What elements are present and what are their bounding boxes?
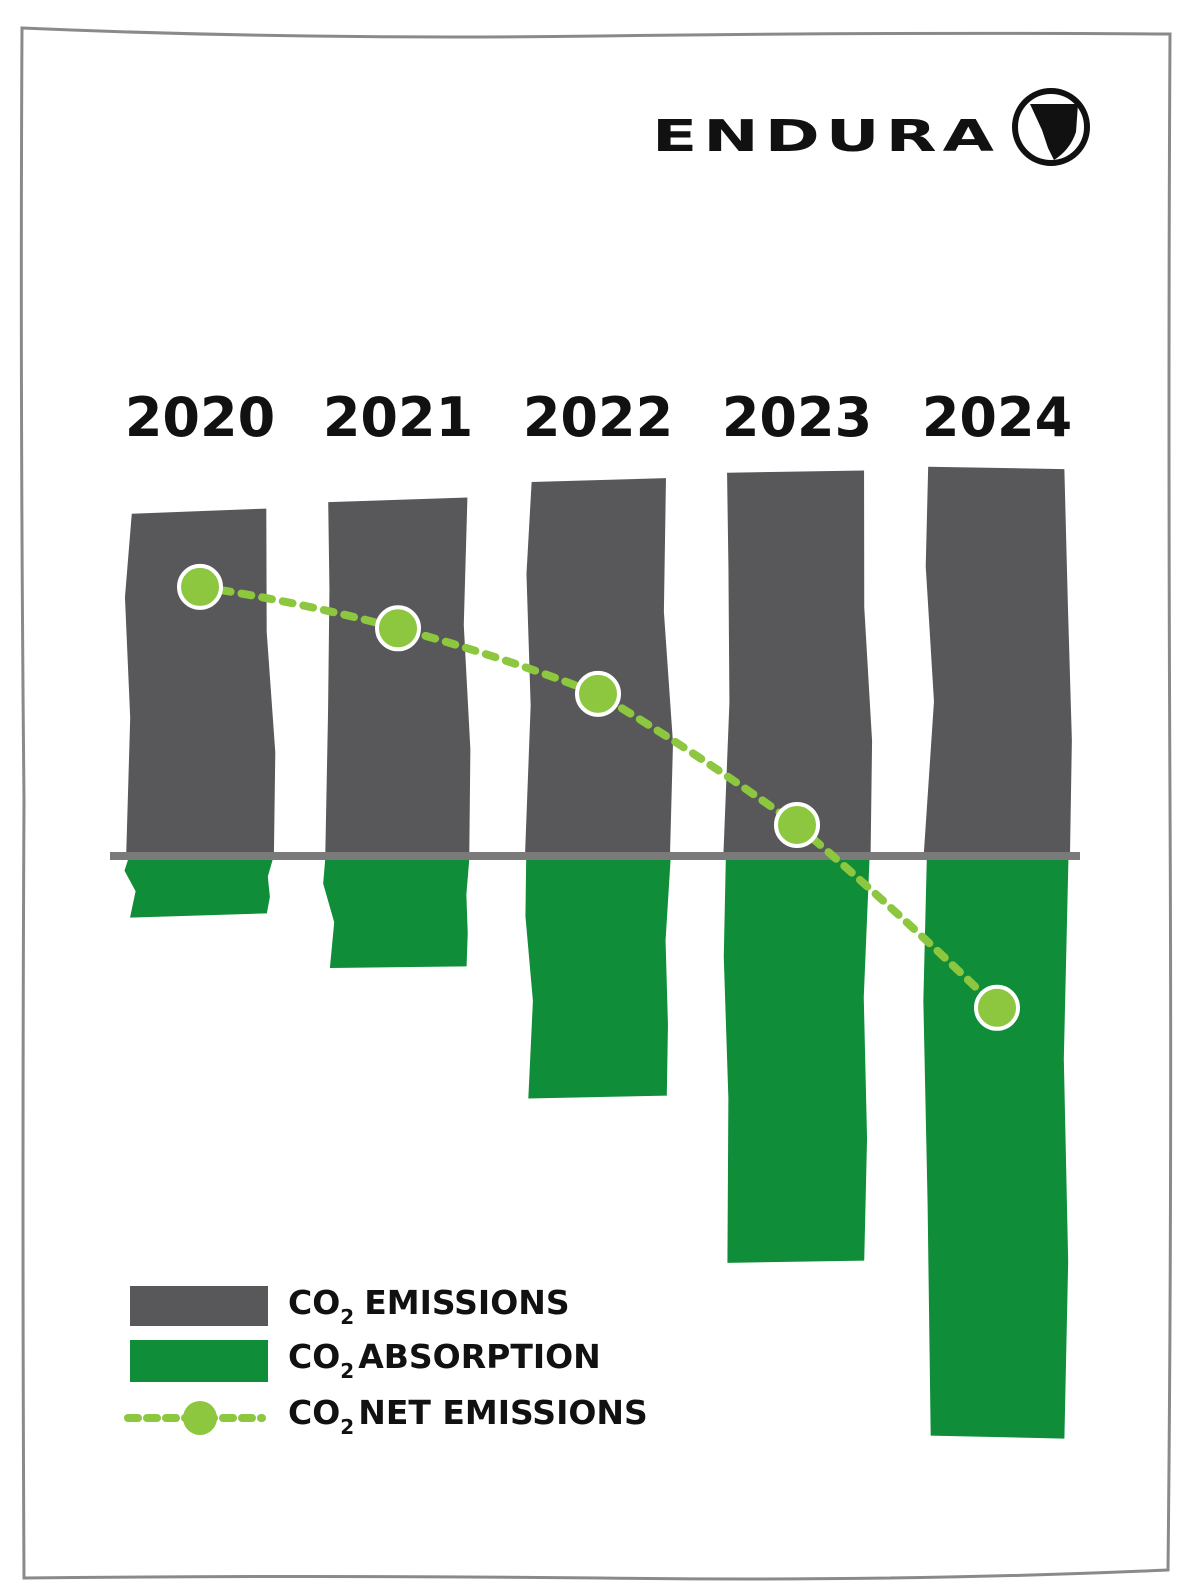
legend-swatch-absorption (130, 1340, 268, 1382)
legend-subscript: 2 (340, 1359, 354, 1383)
legend-label-net: CO2 NET EMISSIONS (288, 1393, 648, 1439)
absorption-bar-2022 (525, 857, 671, 1099)
legend-text: ABSORPTION (358, 1337, 601, 1376)
legend-prefix: CO (288, 1337, 340, 1376)
year-label-2020: 2020 (125, 386, 275, 449)
logo-shield-icon (1030, 104, 1078, 160)
emissions-bar-2023 (723, 470, 873, 853)
net-emissions-point-2023 (774, 801, 820, 848)
legend-label-emissions: CO2 EMISSIONS (288, 1283, 570, 1329)
endura-logo: ENDURA (652, 88, 1090, 166)
page-frame (19, 26, 1173, 1581)
legend-label-absorption: CO2 ABSORPTION (288, 1337, 601, 1383)
year-label-2023: 2023 (722, 386, 872, 449)
legend-prefix: CO (288, 1283, 340, 1322)
absorption-bar-2020 (124, 854, 274, 918)
legend-subscript: 2 (340, 1415, 354, 1439)
legend: CO2 EMISSIONS CO2 ABSORPTION CO2 NET EMISSI… (124, 1283, 648, 1439)
net-emissions-point-2024 (974, 984, 1020, 1031)
year-labels: 2020 2021 2022 2023 2024 (125, 386, 1072, 449)
legend-text: EMISSIONS (364, 1283, 569, 1322)
bars (124, 466, 1072, 1439)
emissions-bar-2020 (124, 508, 276, 860)
year-label-2024: 2024 (922, 386, 1072, 449)
net-emissions-line (177, 563, 1020, 1031)
legend-swatch-net-dot (183, 1401, 217, 1435)
net-emissions-point-2021 (375, 605, 421, 652)
emissions-bar-2022 (525, 478, 674, 859)
year-label-2022: 2022 (523, 386, 673, 449)
legend-prefix: CO (288, 1393, 340, 1432)
legend-text: NET EMISSIONS (358, 1393, 648, 1432)
year-label-2021: 2021 (323, 386, 473, 449)
emissions-bar-2024 (923, 466, 1072, 856)
absorption-bar-2021 (323, 854, 470, 969)
emissions-bar-2021 (325, 497, 471, 857)
brand-name: ENDURA (652, 111, 1000, 162)
net-emissions-point-2022 (575, 670, 621, 717)
net-emissions-point-2020 (177, 563, 223, 610)
logo-emblem-icon (1012, 88, 1090, 166)
absorption-bar-2024 (923, 856, 1069, 1439)
legend-subscript: 2 (340, 1305, 354, 1329)
absorption-bar-2023 (723, 856, 870, 1263)
legend-swatch-emissions (130, 1286, 268, 1326)
